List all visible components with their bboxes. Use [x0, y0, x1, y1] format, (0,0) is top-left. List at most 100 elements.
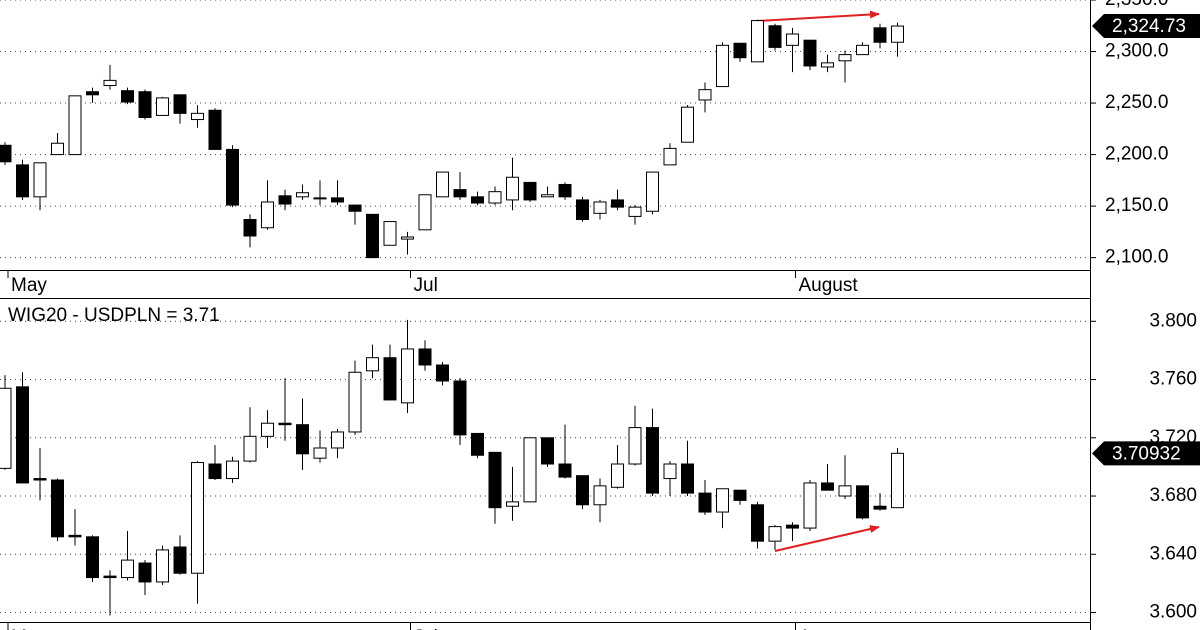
- candle-body: [16, 386, 29, 484]
- trend-arrow: [756, 10, 880, 22]
- candle-body: [541, 437, 554, 465]
- candle-body: [261, 422, 274, 437]
- candle-body: [436, 171, 449, 198]
- candle-body: [86, 91, 99, 96]
- candle-body: [768, 25, 782, 48]
- y-tick-label: 3.760: [1149, 369, 1197, 390]
- candle-body: [558, 463, 572, 478]
- y-tick-label: 2,100.0: [1105, 247, 1168, 268]
- candle-body: [138, 91, 152, 118]
- candle-body: [68, 95, 82, 156]
- candle-body: [681, 106, 694, 143]
- candle-body: [383, 221, 397, 246]
- candle-body: [856, 485, 869, 519]
- candle-body: [523, 437, 537, 503]
- candle-body: [856, 44, 869, 56]
- candle-body: [313, 197, 327, 200]
- candle-body: [733, 489, 747, 501]
- candle-body: [453, 380, 467, 436]
- candle-body: [366, 213, 379, 259]
- candle-body: [191, 462, 204, 574]
- candle-body: [243, 219, 257, 237]
- x-tick-label: Jul: [414, 275, 438, 296]
- last-value-label: 2,324.73: [1112, 16, 1186, 37]
- candle-body: [208, 463, 222, 480]
- candle-body: [173, 546, 187, 574]
- candle-body: [716, 44, 729, 88]
- candle-body: [348, 371, 362, 433]
- candle-body: [628, 427, 642, 465]
- candle-body: [488, 191, 502, 204]
- candle-body: [173, 94, 187, 114]
- candle-body: [121, 559, 134, 579]
- candle-body: [681, 463, 694, 494]
- y-tick-label: 2,300.0: [1105, 41, 1168, 62]
- candle-body: [593, 201, 607, 214]
- candle-body: [436, 364, 449, 382]
- candle-body: [541, 194, 554, 198]
- candle-body: [243, 435, 257, 462]
- candle-body: [838, 485, 852, 497]
- candle-body: [156, 97, 169, 116]
- candle-body: [891, 452, 904, 509]
- y-tick-label: 3.600: [1149, 602, 1197, 623]
- candle-body: [803, 482, 817, 529]
- candle-body: [611, 463, 624, 488]
- candle-body: [786, 524, 799, 529]
- trend-arrow: [774, 525, 880, 552]
- candle-body: [156, 549, 169, 583]
- candle-body: [103, 575, 117, 579]
- y-tick-label: 3.680: [1149, 485, 1197, 506]
- candle-body: [838, 54, 852, 62]
- candle-body: [51, 142, 64, 156]
- candle-body: [296, 424, 309, 455]
- y-tick-label: 2,350.0: [1105, 0, 1168, 10]
- candle-body: [471, 196, 484, 204]
- x-tick-label: May: [11, 627, 47, 630]
- candle-body: [226, 148, 239, 206]
- candle-body: [506, 176, 519, 201]
- candle-body: [821, 482, 834, 491]
- y-tick-label: 2,250.0: [1105, 92, 1168, 113]
- y-tick-label: 3.640: [1149, 543, 1197, 564]
- candle-body: [261, 201, 274, 229]
- candle-body: [873, 505, 887, 510]
- x-tick-label: May: [11, 275, 47, 296]
- candle-body: [86, 536, 99, 579]
- candle-body: [821, 62, 834, 68]
- candle-body: [226, 460, 239, 480]
- candle-body: [698, 492, 712, 513]
- candle-body: [471, 432, 484, 456]
- last-value-label: 3.70932: [1112, 443, 1181, 464]
- candle-body: [698, 89, 712, 101]
- y-tick-label: 2,150.0: [1105, 195, 1168, 216]
- x-tick-label: Jul: [414, 627, 438, 630]
- x-tick-label: August: [799, 275, 859, 296]
- candle-body: [331, 431, 344, 449]
- last-value-box: [1092, 441, 1200, 466]
- candle-body: [33, 162, 47, 198]
- candle-body: [663, 463, 677, 480]
- candle-body: [873, 27, 887, 43]
- y-tick-label: 3.800: [1149, 310, 1197, 331]
- last-value-box: [1092, 14, 1200, 39]
- candle-body: [646, 171, 659, 212]
- candle-body: [646, 427, 659, 494]
- candle-body: [331, 197, 344, 203]
- candle-body: [138, 562, 152, 583]
- candle-body: [296, 192, 309, 198]
- candle-body: [191, 112, 204, 121]
- candle-body: [733, 42, 747, 59]
- candle-body: [278, 195, 292, 205]
- candle-body: [16, 164, 29, 198]
- candle-body: [786, 33, 799, 46]
- candle-body: [576, 199, 589, 221]
- candle-body: [313, 447, 327, 459]
- candle-body: [0, 387, 12, 469]
- candle-body: [208, 109, 222, 150]
- candle-body: [103, 79, 117, 87]
- candle-body: [576, 475, 589, 506]
- candle-body: [558, 183, 572, 198]
